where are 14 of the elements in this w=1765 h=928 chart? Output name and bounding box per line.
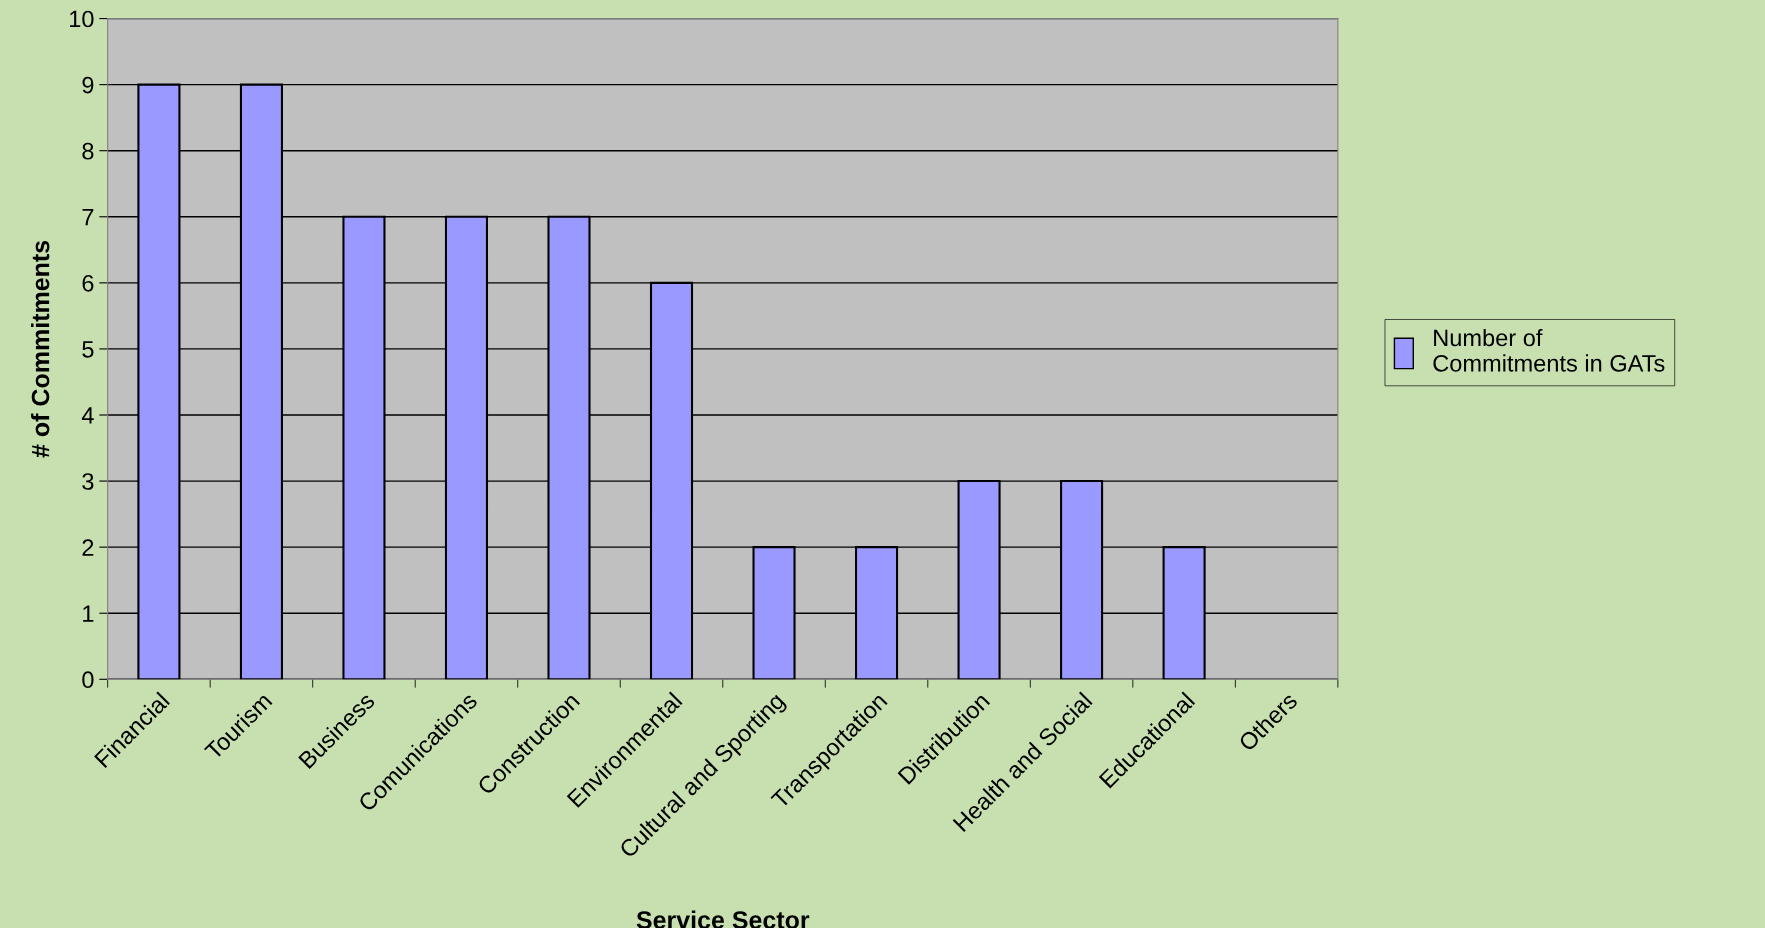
y-tick-label: 4 — [81, 407, 94, 424]
y-tick-label: 9 — [82, 76, 94, 94]
y-tick-label: 2 — [82, 539, 94, 556]
y-tick-label: 8 — [82, 142, 94, 160]
y-tick-label: 3 — [82, 473, 94, 490]
y-tick-label: 7 — [82, 209, 94, 226]
y-tick-label: 0 — [82, 671, 94, 689]
y-tick-label: 6 — [82, 274, 94, 292]
y-tick-label: 10 — [70, 10, 94, 28]
legend-label: Number of Commitments in GATs — [1433, 328, 1665, 372]
y-tick-label: 1 — [83, 605, 94, 622]
y-tick-label: 5 — [82, 341, 94, 358]
x-axis-title: Service Sector — [636, 910, 810, 928]
y-axis-title: # of Commitments — [31, 240, 50, 458]
